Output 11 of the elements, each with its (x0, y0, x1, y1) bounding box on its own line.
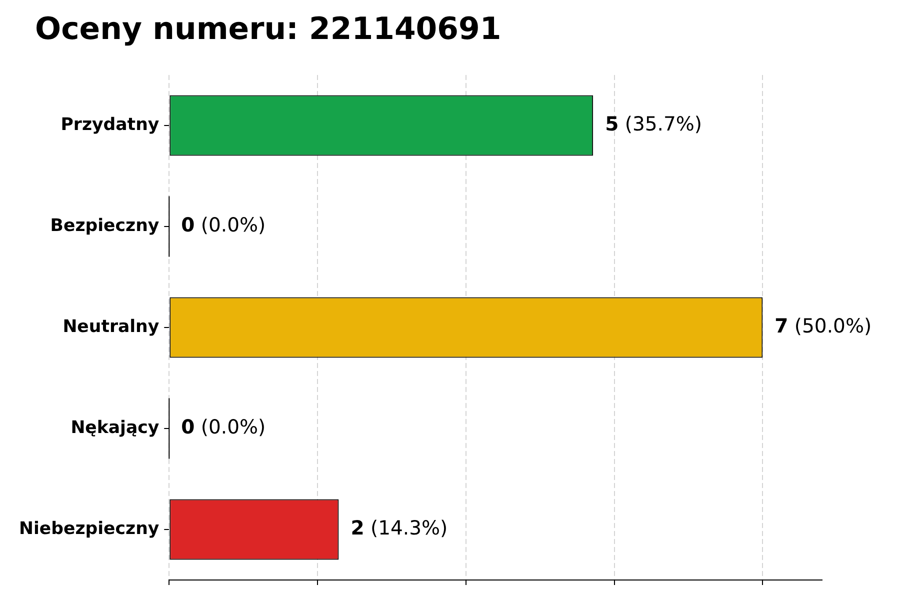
y-tick-label: Przydatny (60, 114, 160, 135)
y-tick-label: Bezpieczny (50, 216, 160, 236)
y-tick-label: Niebezpieczny (19, 518, 160, 539)
chart-title: Oceny numeru: 221140691 (35, 12, 502, 47)
data-label: 0 (0.0%) (181, 416, 266, 439)
data-label: 2 (14.3%) (350, 516, 448, 540)
y-tick-label: Nękający (70, 418, 160, 438)
data-label: 5 (35.7%) (605, 112, 702, 136)
y-tick-label: Neutralny (62, 316, 160, 337)
data-label: 7 (50.0%) (774, 314, 872, 338)
data-label: 0 (0.0%) (181, 214, 266, 237)
